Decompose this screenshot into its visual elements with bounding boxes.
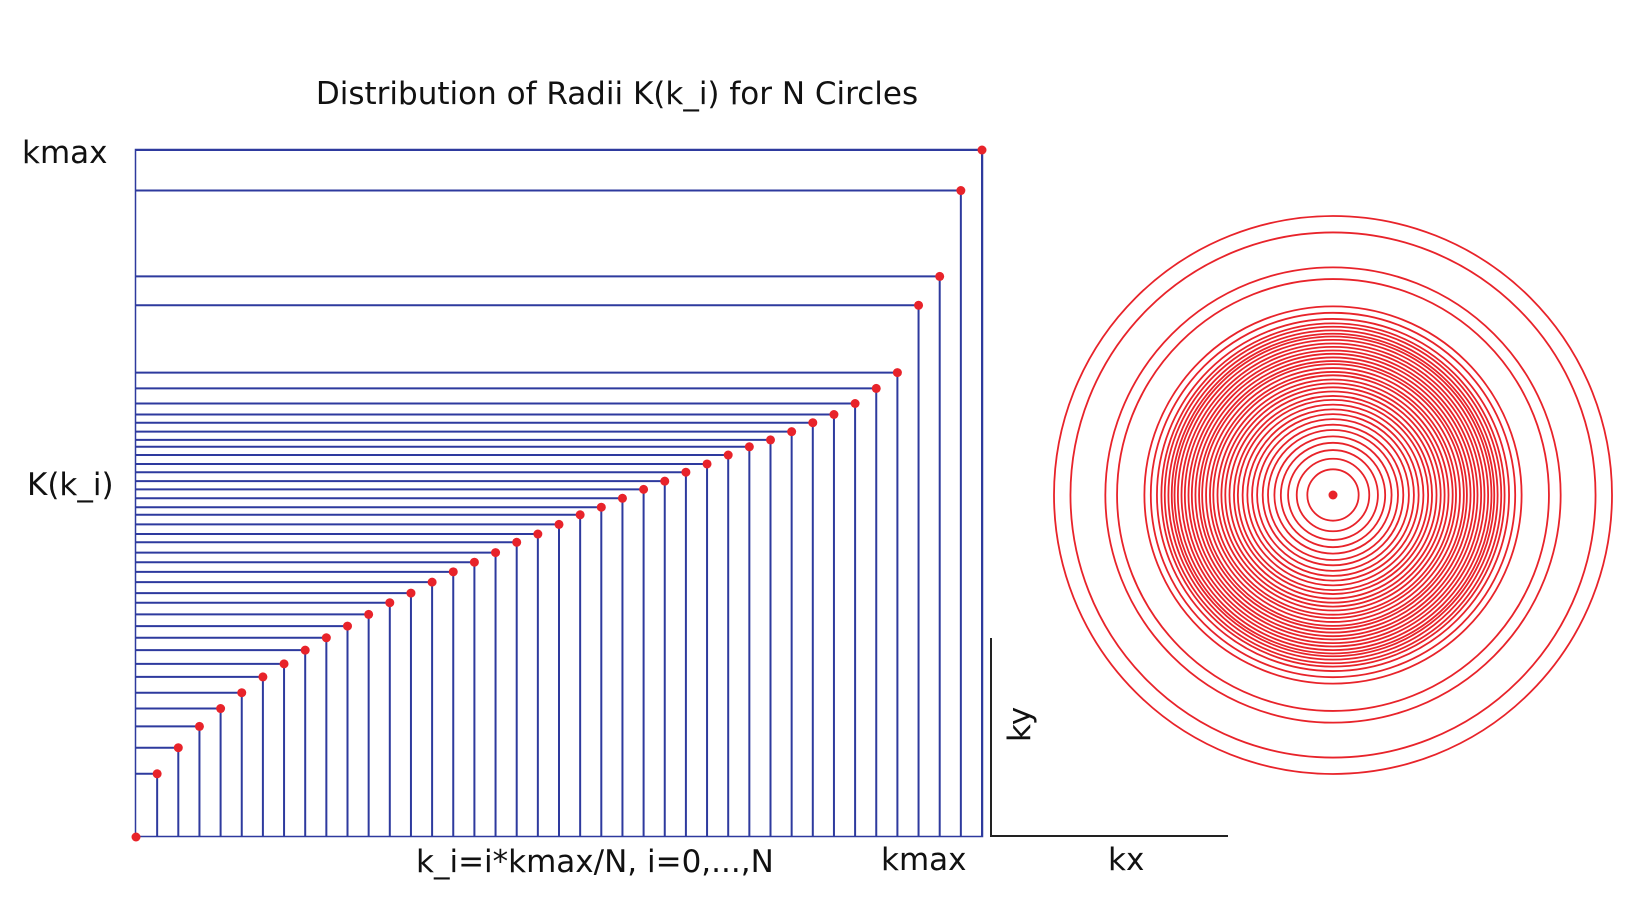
sample-point-17 <box>491 548 501 558</box>
sample-point-4 <box>216 704 226 714</box>
sample-point-29 <box>744 442 754 452</box>
sample-point-7 <box>279 659 289 669</box>
radius-circle-18 <box>1212 374 1454 616</box>
radius-circle-40 <box>1053 215 1613 775</box>
radius-circle-8 <box>1256 418 1410 572</box>
radius-circle-39 <box>1069 231 1597 759</box>
sample-point-19 <box>533 529 543 539</box>
radius-circle-37 <box>1116 278 1550 712</box>
sample-point-14 <box>427 577 437 587</box>
radius-circle-5 <box>1273 435 1393 555</box>
sample-point-32 <box>808 418 818 428</box>
sample-point-1 <box>152 769 162 779</box>
radius-circle-7 <box>1261 423 1405 567</box>
radius-circle-29 <box>1173 335 1493 655</box>
sample-point-37 <box>914 300 924 310</box>
sample-point-2 <box>173 743 183 753</box>
sample-point-10 <box>343 621 352 631</box>
sample-point-25 <box>660 476 670 486</box>
radius-circle-25 <box>1187 349 1479 641</box>
radius-circle-21 <box>1201 363 1465 627</box>
sample-point-18 <box>512 537 522 547</box>
y-axis-label: K(k_i) <box>27 467 114 503</box>
radius-circle-3 <box>1287 449 1379 541</box>
radius-circle-38 <box>1104 266 1562 724</box>
radius-circle-26 <box>1183 345 1483 645</box>
radius-circle-14 <box>1228 390 1438 600</box>
radius-circle-11 <box>1241 403 1425 587</box>
sample-point-5 <box>237 688 247 698</box>
sample-point-40 <box>977 145 987 155</box>
sample-point-0 <box>131 832 141 842</box>
radius-circle-36 <box>1143 305 1523 685</box>
sample-point-3 <box>194 721 204 731</box>
radius-circle-12 <box>1236 398 1430 592</box>
sample-point-31 <box>787 427 797 437</box>
x-axis-formula-label: k_i=i*kmax/N, i=0,...,N <box>416 844 774 880</box>
radius-circle-6 <box>1267 429 1399 561</box>
radius-circle-1 <box>1306 468 1360 522</box>
sample-point-12 <box>385 598 395 608</box>
sample-point-36 <box>892 368 902 378</box>
sample-point-16 <box>469 557 479 567</box>
circle-center-point <box>1328 490 1338 500</box>
radius-circle-15 <box>1224 386 1442 604</box>
sample-point-28 <box>723 450 733 460</box>
sample-point-21 <box>575 510 585 520</box>
radius-circle-27 <box>1180 342 1486 648</box>
sample-point-38 <box>935 271 945 281</box>
radius-circle-17 <box>1216 378 1450 612</box>
radius-circle-13 <box>1233 395 1433 595</box>
sample-point-35 <box>871 383 881 393</box>
sample-point-11 <box>364 609 374 619</box>
ky-label: ky <box>1002 707 1038 742</box>
radius-circle-32 <box>1163 325 1503 665</box>
sample-point-34 <box>850 399 860 409</box>
diagram-title: Distribution of Radii K(k_i) for N Circl… <box>316 76 918 112</box>
radius-circle-2 <box>1295 457 1371 533</box>
radius-circle-35 <box>1149 311 1517 679</box>
radius-circle-30 <box>1170 332 1496 658</box>
radius-circle-28 <box>1176 338 1490 652</box>
step-lines <box>136 149 983 837</box>
radius-circle-10 <box>1246 408 1420 582</box>
sample-point-13 <box>406 588 416 598</box>
sample-point-15 <box>448 567 458 577</box>
y-axis-kmax-label: kmax <box>22 135 108 171</box>
sample-point-20 <box>554 519 564 529</box>
radius-circle-4 <box>1279 441 1387 549</box>
sample-point-8 <box>300 645 310 655</box>
radius-circle-34 <box>1156 318 1510 672</box>
x-axis-kmax-label: kmax <box>881 842 967 878</box>
radius-circle-31 <box>1167 329 1499 661</box>
sample-point-24 <box>639 484 649 494</box>
sample-point-9 <box>321 633 331 643</box>
sample-point-39 <box>956 186 966 196</box>
radius-circle-23 <box>1194 356 1472 634</box>
kx-label: kx <box>1108 842 1144 878</box>
sample-point-6 <box>258 672 268 682</box>
radius-circle-24 <box>1190 352 1476 638</box>
radius-circle-9 <box>1251 413 1415 577</box>
sample-point-33 <box>829 409 839 419</box>
concentric-circles <box>1053 215 1613 775</box>
sample-point-23 <box>617 493 627 503</box>
sample-point-30 <box>766 435 775 445</box>
kx-ky-axes: kx ky <box>990 638 1228 878</box>
radius-circle-33 <box>1160 322 1506 668</box>
sample-point-22 <box>596 502 606 512</box>
radius-circle-19 <box>1209 371 1457 619</box>
radius-circle-16 <box>1220 382 1446 608</box>
radius-circle-22 <box>1198 360 1468 630</box>
sample-point-26 <box>681 467 691 477</box>
radius-circle-20 <box>1205 367 1461 623</box>
sample-point-27 <box>702 459 712 469</box>
sample-points <box>131 145 987 842</box>
